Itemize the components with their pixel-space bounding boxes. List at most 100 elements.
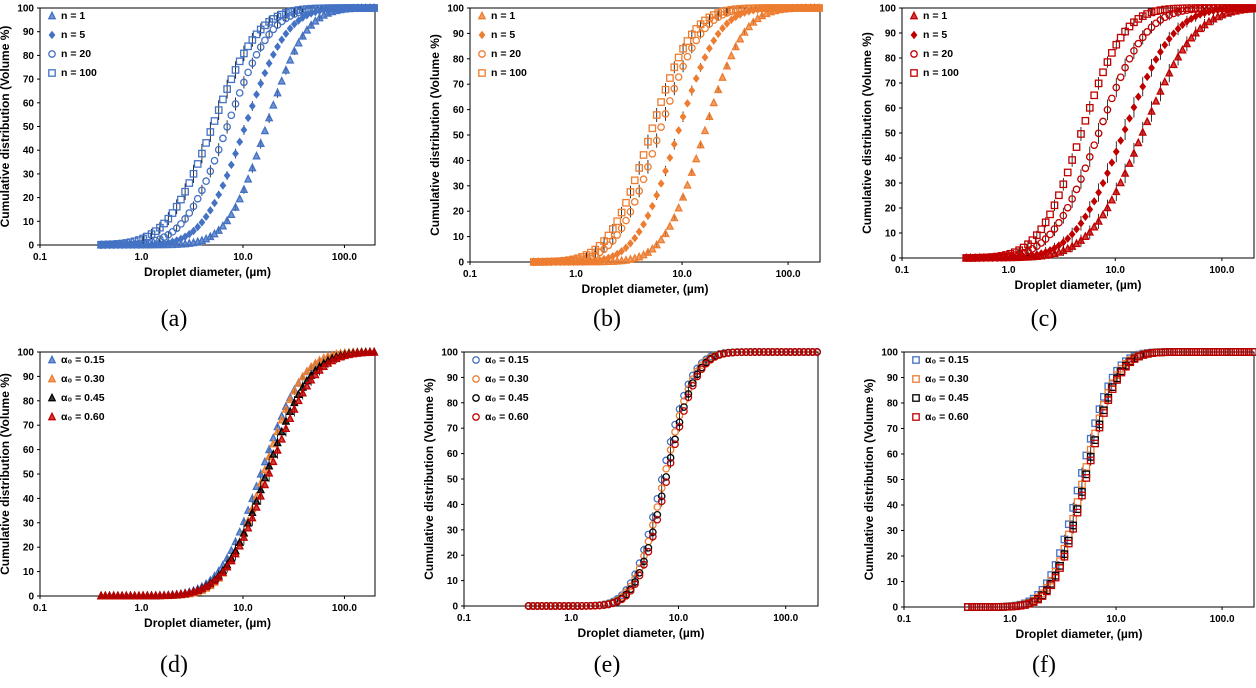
data-point	[744, 21, 754, 31]
y-axis-title: Cumulative distribution (Volume %)	[428, 34, 442, 236]
data-point	[749, 4, 758, 13]
data-point	[759, 348, 768, 356]
data-point	[1116, 33, 1125, 42]
data-point	[639, 175, 648, 184]
data-point	[190, 226, 197, 236]
data-point	[1209, 4, 1218, 12]
data-point	[1200, 348, 1209, 356]
data-point	[981, 603, 990, 611]
data-point	[235, 57, 244, 66]
x-tick-label: 100.0	[1210, 614, 1235, 625]
data-point	[692, 25, 701, 33]
data-point	[1161, 40, 1169, 50]
data-point	[604, 231, 613, 240]
data-point	[1085, 103, 1094, 112]
data-point	[1060, 552, 1069, 561]
data-point	[290, 19, 298, 29]
data-point	[269, 15, 278, 23]
y-tick-label: 20	[453, 207, 465, 218]
data-point	[1091, 419, 1099, 428]
legend-marker	[478, 30, 486, 40]
y-tick-label: 40	[885, 154, 897, 165]
data-point	[273, 445, 282, 454]
data-point	[688, 379, 697, 387]
data-point	[1100, 400, 1108, 409]
legend-marker	[912, 413, 920, 421]
legend-marker	[47, 354, 57, 364]
data-point	[160, 233, 168, 241]
data-point	[709, 97, 719, 107]
y-tick-label: 100	[17, 4, 34, 15]
data-point	[538, 257, 547, 266]
data-point	[185, 229, 193, 239]
data-point	[691, 153, 701, 163]
data-point	[980, 253, 988, 262]
data-point	[1169, 4, 1178, 13]
x-tick-label: 1.0	[564, 613, 578, 624]
data-point	[705, 111, 714, 121]
data-point	[357, 4, 366, 12]
data-point	[984, 253, 993, 262]
data-point	[688, 381, 697, 390]
data-point	[273, 87, 282, 97]
data-point	[662, 478, 671, 487]
data-point	[172, 224, 181, 233]
data-point	[1100, 409, 1108, 417]
data-point	[640, 220, 647, 229]
data-point	[1063, 168, 1072, 177]
y-tick-label: 10	[447, 576, 459, 587]
data-point	[109, 240, 118, 249]
data-point	[674, 53, 683, 62]
data-point	[1191, 28, 1200, 37]
data-point	[997, 252, 1006, 260]
data-point	[244, 113, 252, 123]
data-point	[529, 258, 538, 266]
data-point	[1182, 38, 1192, 48]
x-axis-title: Droplet diameter, (µm)	[144, 616, 271, 630]
series-1	[524, 348, 821, 610]
data-point	[1121, 63, 1129, 72]
data-point	[742, 348, 750, 356]
y-tick-label: 0	[890, 254, 896, 265]
data-point	[114, 240, 122, 248]
y-tick-label: 40	[887, 501, 899, 512]
data-point	[758, 4, 766, 12]
y-axis-title: Cumulative distribution (Volume %)	[860, 32, 874, 234]
data-point	[1152, 55, 1160, 64]
data-point	[1032, 231, 1041, 240]
data-point	[198, 186, 206, 195]
data-point	[264, 468, 274, 477]
data-point	[635, 164, 644, 172]
data-point	[648, 124, 657, 133]
data-point	[1116, 73, 1125, 82]
data-point	[1244, 4, 1253, 12]
data-point	[202, 212, 210, 222]
data-point	[777, 348, 786, 356]
data-point	[684, 99, 691, 108]
data-point	[551, 257, 560, 266]
data-point	[1029, 598, 1038, 606]
data-point	[714, 29, 722, 39]
y-tick-label: 80	[887, 399, 899, 410]
data-point	[319, 4, 328, 13]
data-point	[1152, 348, 1161, 357]
data-point	[662, 166, 669, 176]
data-point	[688, 371, 697, 380]
y-axis-title: Cumulative distribution (Volume %)	[0, 26, 12, 228]
caption-a: (a)	[160, 306, 188, 332]
data-point	[1055, 241, 1063, 250]
data-point	[1003, 602, 1012, 611]
data-point	[1107, 195, 1117, 204]
data-point	[1200, 4, 1209, 12]
data-point	[1046, 246, 1054, 255]
data-point	[260, 456, 270, 466]
data-point	[1060, 535, 1069, 544]
data-point	[315, 4, 324, 13]
data-point	[1236, 348, 1244, 356]
data-point	[727, 5, 736, 14]
data-point	[1121, 27, 1129, 36]
data-point	[298, 31, 307, 40]
data-point	[244, 68, 252, 77]
data-point	[1156, 86, 1165, 95]
data-point	[791, 348, 799, 356]
